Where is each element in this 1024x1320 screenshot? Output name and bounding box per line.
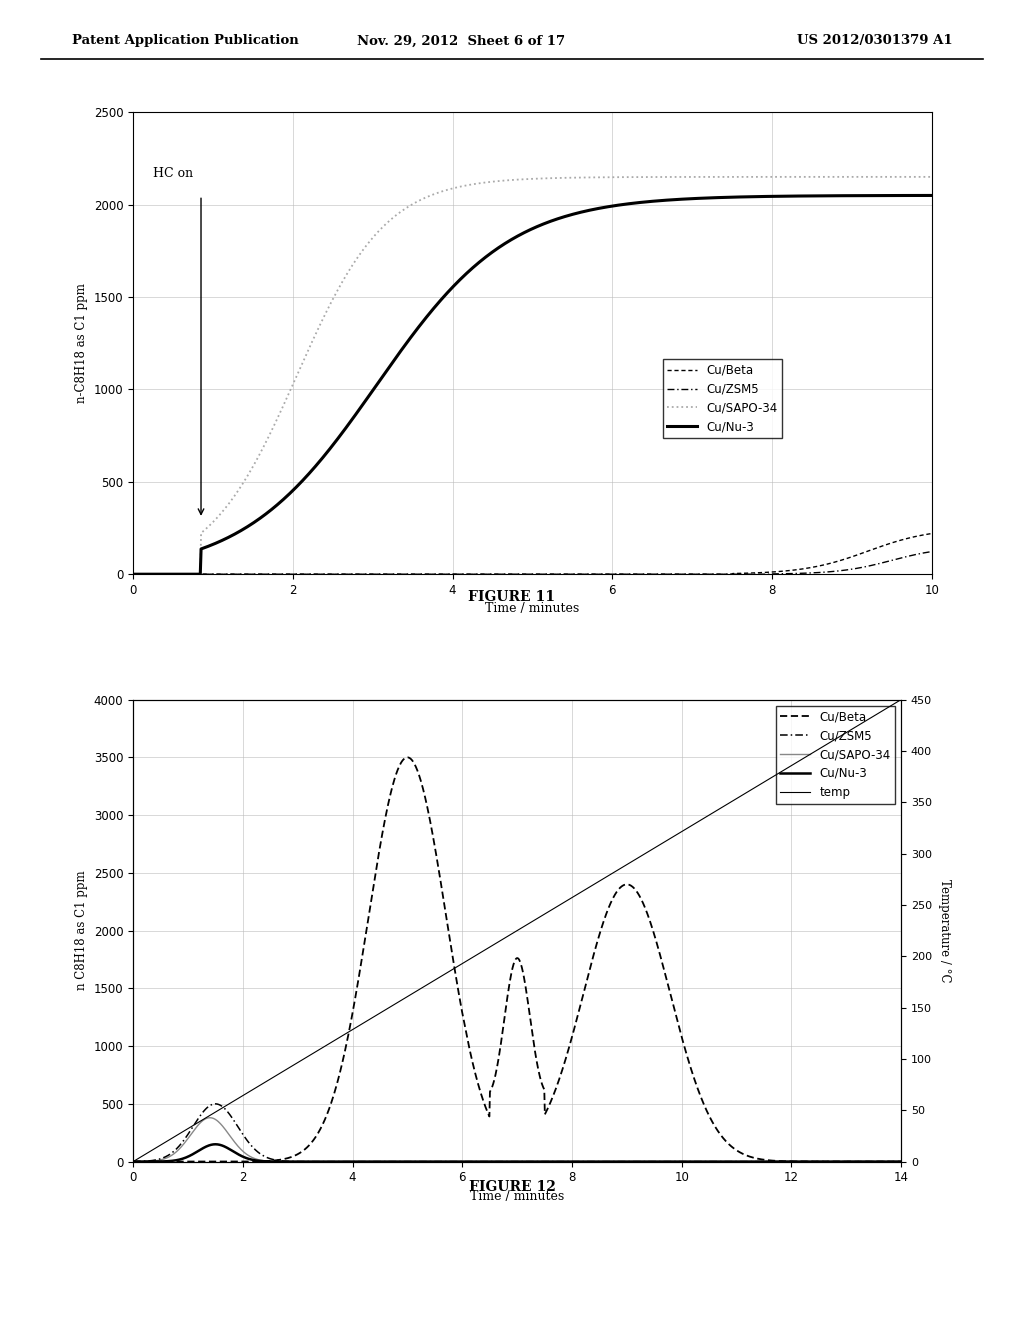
Cu/ZSM5 [895,1154,907,1170]
Cu/ZSM5 [676,566,688,582]
Cu/Beta [482,1106,495,1122]
Cu/Beta [926,525,938,541]
Cu/Beta [751,1151,763,1167]
Cu/Nu-3 [450,276,462,292]
Text: Nov. 29, 2012  Sheet 6 of 17: Nov. 29, 2012 Sheet 6 of 17 [356,34,565,48]
Cu/Beta [884,1154,896,1170]
Line: Cu/Beta: Cu/Beta [133,533,932,574]
Cu/SAPO-34 [127,566,139,582]
Cu/ZSM5 [479,566,492,582]
Text: FIGURE 12: FIGURE 12 [469,1180,555,1195]
Cu/SAPO-34 [479,174,492,190]
Line: Cu/Beta: Cu/Beta [133,758,901,1162]
Cu/ZSM5 [884,1154,896,1170]
Cu/ZSM5 [751,1154,763,1170]
Cu/SAPO-34 [926,169,938,185]
Cu/ZSM5 [313,1154,326,1170]
Cu/Beta [895,1154,907,1170]
Cu/ZSM5 [209,1096,221,1111]
Cu/Nu-3 [209,1137,221,1152]
Cu/SAPO-34 [392,1154,404,1170]
Line: Cu/Nu-3: Cu/Nu-3 [133,195,932,574]
Cu/Beta [530,1053,543,1069]
Cu/Nu-3 [676,191,688,207]
Cu/Beta [479,566,492,582]
Legend: Cu/Beta, Cu/ZSM5, Cu/SAPO-34, Cu/Nu-3, temp: Cu/Beta, Cu/ZSM5, Cu/SAPO-34, Cu/Nu-3, t… [775,705,895,804]
Y-axis label: Temperature / °C: Temperature / °C [938,879,951,982]
Cu/ZSM5 [750,566,762,582]
Line: Cu/SAPO-34: Cu/SAPO-34 [133,1118,901,1162]
Cu/ZSM5 [209,566,221,582]
X-axis label: Time / minutes: Time / minutes [485,602,580,615]
Cu/Nu-3 [751,1154,763,1170]
Cu/Nu-3 [885,1154,897,1170]
Text: US 2012/0301379 A1: US 2012/0301379 A1 [797,34,952,48]
Cu/Nu-3 [479,249,492,265]
Cu/Nu-3 [750,189,762,205]
Cu/Beta [391,762,403,777]
Cu/Beta [127,1154,139,1170]
Cu/Nu-3 [764,189,776,205]
Cu/Beta [764,564,776,579]
Cu/Beta [209,566,221,582]
Cu/Nu-3 [313,1154,326,1170]
Cu/Nu-3 [392,1154,404,1170]
Cu/ZSM5 [450,566,462,582]
Line: Cu/SAPO-34: Cu/SAPO-34 [133,177,932,574]
Line: Cu/ZSM5: Cu/ZSM5 [133,1104,901,1162]
Cu/ZSM5 [127,1154,139,1170]
Cu/ZSM5 [764,566,776,582]
Cu/SAPO-34 [750,169,762,185]
Cu/ZSM5 [127,566,139,582]
Line: Cu/Nu-3: Cu/Nu-3 [133,1144,901,1162]
Cu/ZSM5 [530,1154,543,1170]
Cu/Beta [401,750,414,766]
Cu/ZSM5 [482,1154,495,1170]
Line: Cu/ZSM5: Cu/ZSM5 [133,552,932,574]
Cu/SAPO-34 [751,1154,763,1170]
Cu/Nu-3 [209,536,221,552]
Text: Patent Application Publication: Patent Application Publication [72,34,298,48]
Cu/Nu-3 [530,1154,543,1170]
Cu/Nu-3 [127,566,139,582]
Cu/Beta [313,1123,326,1139]
Cu/Beta [750,565,762,581]
Cu/Nu-3 [482,1154,495,1170]
Cu/SAPO-34 [530,1154,543,1170]
Cu/SAPO-34 [127,1154,139,1170]
Text: HC on: HC on [154,166,194,180]
Legend: Cu/Beta, Cu/ZSM5, Cu/SAPO-34, Cu/Nu-3: Cu/Beta, Cu/ZSM5, Cu/SAPO-34, Cu/Nu-3 [663,359,782,438]
Cu/SAPO-34 [482,1154,495,1170]
Cu/SAPO-34 [204,1110,216,1126]
Text: FIGURE 11: FIGURE 11 [469,590,555,605]
X-axis label: Time / minutes: Time / minutes [470,1189,564,1203]
Cu/Nu-3 [895,1154,907,1170]
Cu/SAPO-34 [209,512,221,528]
Cu/ZSM5 [926,544,938,560]
Y-axis label: n-C8H18 as C1 ppm: n-C8H18 as C1 ppm [75,284,88,403]
Cu/Nu-3 [127,1154,139,1170]
Cu/SAPO-34 [895,1154,907,1170]
Cu/SAPO-34 [676,169,688,185]
Cu/Beta [450,566,462,582]
Cu/Beta [127,566,139,582]
Cu/SAPO-34 [884,1154,896,1170]
Cu/SAPO-34 [313,1154,326,1170]
Cu/SAPO-34 [764,169,776,185]
Cu/ZSM5 [392,1154,404,1170]
Cu/Nu-3 [926,187,938,203]
Cu/Nu-3 [879,1154,891,1170]
Cu/Beta [676,566,688,582]
Y-axis label: n C8H18 as C1 ppm: n C8H18 as C1 ppm [75,871,88,990]
Cu/SAPO-34 [450,180,462,195]
